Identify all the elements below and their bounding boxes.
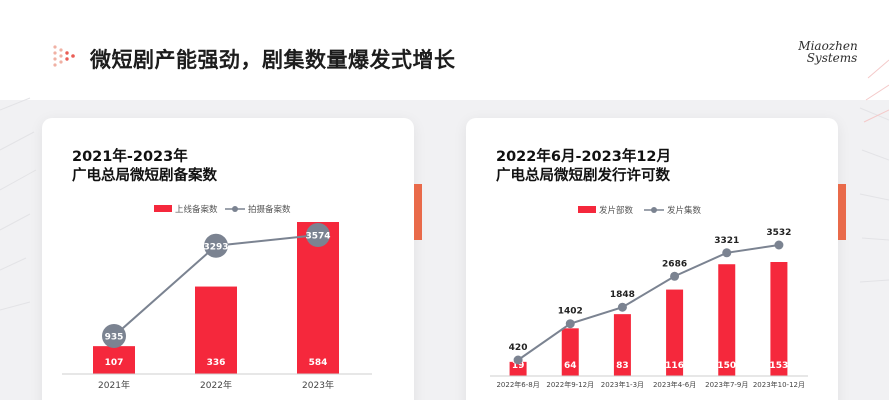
line-point xyxy=(306,223,330,247)
bar-value-label: 150 xyxy=(717,361,736,371)
bar-value-label: 107 xyxy=(105,358,124,368)
chevron-logo-icon xyxy=(53,45,75,67)
line-value-label: 3321 xyxy=(714,236,739,246)
line-value-label: 3574 xyxy=(305,232,330,242)
x-tick-label: 2023年7-9月 xyxy=(705,380,748,389)
bar xyxy=(718,264,736,376)
line-value-label: 2686 xyxy=(662,259,687,269)
line-point xyxy=(204,233,228,258)
bar xyxy=(666,289,684,376)
chart-title-line-2: 广电总局微短剧发行许可数 xyxy=(496,168,670,184)
x-tick-label: 2022年6-8月 xyxy=(496,380,539,389)
licenses-chart: 发片部数 发片集数 19 64 83 116 150 153 2022年6-8月 2022年9-1… xyxy=(490,205,808,389)
side-accent-tab xyxy=(414,184,422,240)
side-accent-tab xyxy=(838,184,846,240)
bar-value-label: 116 xyxy=(665,361,684,371)
legend-bar-label: 上线备案数 xyxy=(175,204,218,215)
line-value-label: 1402 xyxy=(558,307,583,317)
line-value-label: 3532 xyxy=(766,228,791,238)
line-point xyxy=(565,319,575,329)
bar xyxy=(613,314,631,376)
legend-bar-label: 发片部数 xyxy=(599,205,634,216)
legend-line-label: 拍摄备案数 xyxy=(248,204,291,215)
filings-chart: 上线备案数 拍摄备案数 107 336 584 2021年 2022年 2023年 935 329… xyxy=(62,204,372,391)
line-value-label: 3293 xyxy=(203,242,228,252)
bar-value-label: 584 xyxy=(309,358,328,368)
bar xyxy=(195,286,237,374)
line-point xyxy=(102,324,126,348)
bar xyxy=(561,328,579,376)
x-tick-label: 2023年1-3月 xyxy=(601,380,644,389)
legend-line-label: 发片集数 xyxy=(667,205,702,216)
line-value-label: 420 xyxy=(509,343,528,353)
bar-value-label: 153 xyxy=(770,361,789,371)
x-tick-label: 2022年 xyxy=(200,379,232,391)
bar-value-label: 19 xyxy=(512,361,525,371)
line-point xyxy=(617,302,627,312)
line-value-label: 935 xyxy=(105,333,124,343)
chart-title-line-1: 2021年-2023年 xyxy=(72,149,188,165)
line-value-label: 1848 xyxy=(610,290,635,300)
brand-line-2: Systems xyxy=(806,51,858,65)
legend-bar-swatch xyxy=(578,206,596,213)
bar-value-label: 64 xyxy=(564,361,577,371)
bar-value-label: 83 xyxy=(616,361,629,371)
x-tick-label: 2023年 xyxy=(302,379,334,391)
bar xyxy=(770,262,788,376)
chart-title-line-1: 2022年6月-2023年12月 xyxy=(496,149,671,165)
chart-title-line-2: 广电总局微短剧备案数 xyxy=(72,168,217,184)
chart-title-filings: 2021年-2023年 广电总局微短剧备案数 xyxy=(72,148,217,186)
line-point xyxy=(774,240,784,250)
legend-bar-swatch xyxy=(154,205,172,212)
chart-card-licenses: 2022年6月-2023年12月 广电总局微短剧发行许可数 发片部数 发片集数 19… xyxy=(466,118,838,400)
legend-line-marker xyxy=(232,206,238,212)
page-title: 微短剧产能强劲，剧集数量爆发式增长 xyxy=(90,48,456,72)
bar xyxy=(93,346,135,374)
bar xyxy=(509,361,527,376)
bar-value-label: 336 xyxy=(207,358,226,368)
chart-card-filings: 2021年-2023年 广电总局微短剧备案数 上线备案数 拍摄备案数 107 336 5… xyxy=(42,118,414,400)
chart-title-licenses: 2022年6月-2023年12月 广电总局微短剧发行许可数 xyxy=(496,148,671,186)
brand-line-1: Miaozhen xyxy=(798,39,858,53)
legend-line-marker xyxy=(651,207,657,213)
line-point xyxy=(722,248,732,258)
header-bar xyxy=(0,0,889,100)
x-tick-label: 2021年 xyxy=(98,379,130,391)
series-line xyxy=(517,244,780,361)
line-point xyxy=(670,271,680,281)
x-tick-label: 2023年4-6月 xyxy=(653,380,696,389)
bar xyxy=(297,222,339,374)
brand-logo: Miaozhen Systems xyxy=(798,40,858,64)
x-tick-label: 2022年9-12月 xyxy=(546,380,594,389)
line-point xyxy=(513,355,523,365)
x-tick-label: 2023年10-12月 xyxy=(753,380,805,389)
